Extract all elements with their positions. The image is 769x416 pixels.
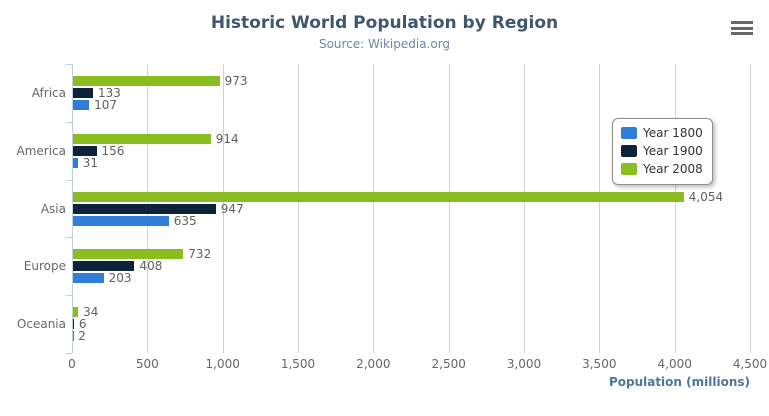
category-label: Asia: [40, 201, 66, 216]
gridline: [448, 64, 450, 353]
legend-item-year-1800[interactable]: Year 1800: [621, 124, 703, 142]
bar-year-2008[interactable]: [73, 191, 684, 202]
x-axis-tick-label: 2,500: [431, 357, 466, 371]
category-axis-tick: [66, 295, 72, 297]
chart-title: Historic World Population by Region: [210, 13, 559, 33]
x-axis-tick-label: 1,500: [280, 357, 316, 371]
data-label: 107: [94, 98, 117, 112]
gridline: [599, 64, 601, 353]
legend-swatch: [621, 163, 637, 175]
bar-year-1900[interactable]: [73, 88, 94, 98]
bar-year-1800[interactable]: [73, 273, 104, 284]
legend-item-label: Year 1800: [643, 125, 703, 140]
bar-year-2008[interactable]: [73, 133, 211, 144]
data-label: 34: [83, 305, 99, 320]
bar-year-1900[interactable]: [73, 203, 216, 214]
data-label: 973: [224, 74, 248, 88]
hamburger-icon: [731, 26, 753, 30]
x-axis-tick-label: 3,500: [582, 357, 617, 371]
data-label: 635: [173, 213, 197, 228]
category-label: Africa: [31, 85, 66, 100]
category-axis-tick: [66, 64, 72, 65]
category-label: America: [16, 143, 67, 158]
data-label: 947: [220, 201, 244, 216]
bar-year-1900[interactable]: [73, 261, 135, 272]
data-label: 6: [78, 317, 87, 332]
data-label: 31: [82, 155, 98, 170]
category-axis-tick: [66, 179, 72, 181]
legend-swatch: [621, 127, 637, 139]
bar-year-2008[interactable]: [73, 249, 184, 260]
legend-item-year-2008[interactable]: Year 2008: [621, 160, 703, 178]
x-axis-tick-label: 2,000: [356, 357, 391, 371]
data-label: 408: [139, 259, 163, 274]
gridline: [298, 64, 299, 353]
legend-item-label: Year 1900: [643, 143, 703, 158]
x-axis-tick-label: 1,000: [205, 357, 240, 371]
hamburger-icon: [731, 32, 753, 35]
legend-item-year-1900[interactable]: Year 1900: [621, 142, 703, 160]
data-label: 4,054: [688, 189, 724, 204]
gridline: [674, 64, 676, 353]
bar-year-2008[interactable]: [73, 307, 79, 318]
bar-year-1800[interactable]: [73, 215, 169, 226]
x-axis-tick-label: 4,000: [657, 357, 692, 371]
gridline: [524, 64, 525, 353]
x-axis-title: Population (millions): [608, 375, 750, 389]
gridline: [750, 64, 751, 353]
hamburger-icon: [731, 21, 753, 24]
data-label: 914: [215, 131, 239, 146]
data-label: 156: [101, 143, 125, 158]
x-axis-tick-label: 0: [68, 357, 76, 371]
legend-item-label: Year 2008: [643, 161, 703, 176]
gridline: [222, 64, 224, 353]
category-axis-tick: [66, 353, 72, 354]
legend-swatch: [621, 145, 637, 157]
bar-year-1900[interactable]: [73, 145, 97, 156]
plot-area: 973 133 107 914 156 31 4,054 947 635 732 408 203 34 6…: [66, 64, 751, 354]
x-axis-tick-label: 3,000: [506, 357, 542, 371]
gridline: [373, 64, 375, 353]
category-axis-tick: [66, 121, 72, 123]
bar-year-1800[interactable]: [73, 157, 78, 168]
x-axis-tick-label: 500: [135, 357, 159, 371]
chart-subtitle: Source: Wikipedia.org: [318, 37, 451, 51]
export-menu-button[interactable]: [729, 19, 755, 37]
data-label: 732: [188, 247, 212, 262]
data-label: 2: [78, 329, 86, 344]
category-label: Oceania: [16, 317, 66, 332]
data-label: 133: [98, 86, 121, 100]
bar-year-2008[interactable]: [73, 76, 220, 86]
x-axis-tick-label: 4,500: [732, 357, 768, 371]
category-label: Europe: [23, 259, 66, 274]
data-label: 203: [108, 271, 132, 286]
bar-year-1800[interactable]: [73, 100, 90, 110]
legend: Year 1800 Year 1900 Year 2008: [612, 118, 713, 185]
category-axis-tick: [66, 237, 72, 239]
bar-year-1900[interactable]: [73, 319, 74, 330]
category-axis-line: [72, 64, 73, 353]
